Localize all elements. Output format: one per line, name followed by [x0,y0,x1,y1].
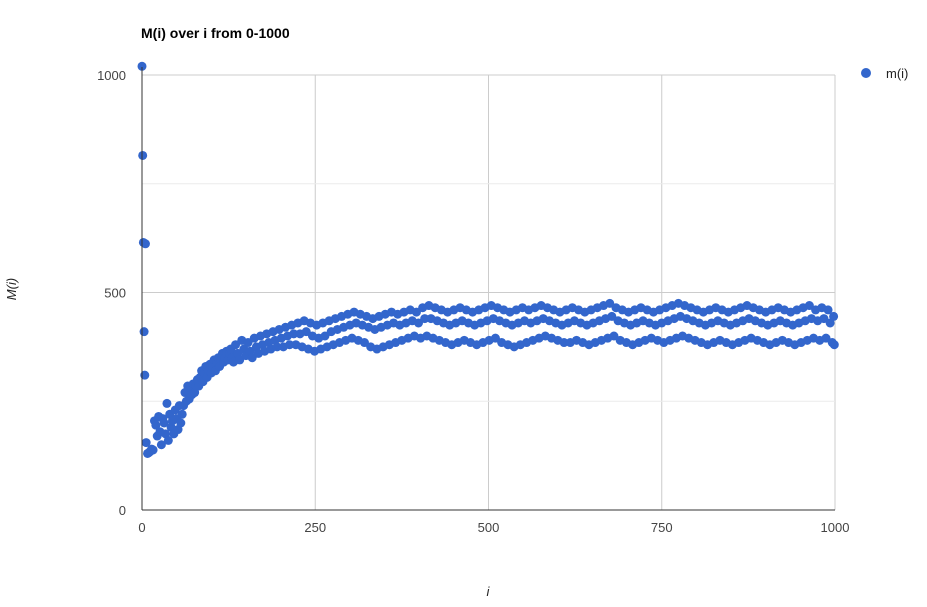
axes: 0 250 500 750 1000 0 500 1000 [97,67,849,535]
data-point[interactable] [609,331,619,341]
x-tick-label: 250 [304,520,326,535]
legend-marker-m-i [861,68,871,78]
data-point[interactable] [156,440,166,450]
data-point[interactable] [605,298,615,308]
y-tick-label: 500 [104,286,126,301]
data-point[interactable] [247,353,257,363]
data-point[interactable] [243,338,253,348]
data-point[interactable] [821,333,831,343]
x-tick-label: 750 [651,520,673,535]
data-point[interactable] [829,340,839,350]
data-point[interactable] [823,305,833,315]
data-point[interactable] [148,445,158,455]
data-point[interactable] [176,418,186,428]
data-point[interactable] [141,438,151,448]
legend-label-m-i: m(i) [886,66,908,81]
y-tick-label: 1000 [97,68,126,83]
data-point[interactable] [320,331,330,341]
y-axis-label: M(i) [4,278,19,300]
data-point[interactable] [162,398,172,408]
data-point[interactable] [607,311,617,321]
data-point[interactable] [163,435,173,445]
y-tick-label: 0 [119,503,126,518]
data-point[interactable] [285,340,295,350]
legend[interactable]: m(i) [861,66,908,81]
data-point[interactable] [490,333,500,343]
data-point[interactable] [819,314,829,324]
data-point[interactable] [272,342,282,352]
data-point[interactable] [559,338,569,348]
x-tick-label: 1000 [821,520,850,535]
data-point[interactable] [139,327,149,337]
data-point[interactable] [140,370,150,380]
data-point[interactable] [359,338,369,348]
data-point[interactable] [137,61,147,71]
grid-lines [142,74,836,510]
data-point[interactable] [414,318,424,328]
data-point[interactable] [235,355,245,365]
data-point[interactable] [289,329,299,339]
data-point[interactable] [411,307,421,317]
data-point[interactable] [177,409,187,419]
data-point[interactable] [829,311,839,321]
data-point[interactable] [804,301,814,311]
x-tick-label: 500 [478,520,500,535]
x-axis-label: i [487,584,491,599]
data-point[interactable] [301,327,311,337]
data-point[interactable] [151,420,161,430]
data-point[interactable] [159,418,169,428]
data-point[interactable] [231,340,241,350]
data-point[interactable] [420,314,430,324]
data-point[interactable] [138,150,148,160]
data-points [137,61,839,458]
data-point[interactable] [140,239,150,249]
chart-title: M(i) over i from 0-1000 [141,25,290,41]
x-tick-label: 0 [138,520,145,535]
